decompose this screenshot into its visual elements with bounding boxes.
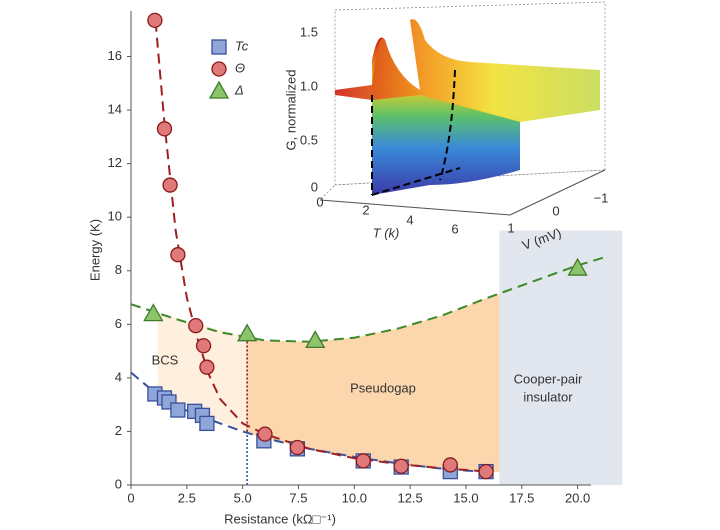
inset-surface-top — [335, 19, 600, 123]
inset-z-label: G, normalized — [283, 70, 298, 151]
inset-z-tick: 1.5 — [300, 24, 318, 39]
inset-t-tick: 2 — [362, 202, 369, 217]
y-tick-label: 8 — [115, 262, 122, 277]
plot: Pseudogap Cooper-pair insulator BCS 0 2.5 5.0 7… — [108, 11, 605, 505]
inset-v-axis — [509, 169, 606, 216]
triangle-marker — [143, 303, 164, 322]
x-tick-label: 12.5 — [397, 490, 422, 505]
y-tick-label: 2 — [115, 423, 122, 438]
region-label: Cooper-pair — [514, 371, 583, 386]
circle-marker — [195, 338, 212, 354]
circle-marker — [170, 247, 186, 263]
circle-marker — [442, 457, 458, 473]
inset-t-tick: 6 — [451, 221, 458, 236]
inset-v-tick: −1 — [594, 190, 609, 205]
fit-line — [130, 256, 605, 343]
circle-marker — [257, 426, 273, 442]
circle-marker — [199, 359, 215, 375]
y-axis-title: Energy (K) — [87, 219, 102, 281]
circle-marker — [478, 463, 494, 480]
x-tick-label: 0 — [127, 490, 134, 505]
y-tick-label: 6 — [115, 316, 122, 331]
inset-v-tick: 0 — [552, 203, 559, 218]
x-tick-label: 17.5 — [509, 490, 534, 505]
circle-marker — [393, 458, 409, 474]
x-tick-label: 5.0 — [234, 490, 252, 505]
y-tick-label: 10 — [108, 209, 122, 224]
inset-t-axis — [319, 199, 511, 216]
x-tick-label: 7.5 — [289, 490, 307, 505]
inset-z-tick: 0.5 — [300, 132, 318, 147]
circle-marker — [355, 453, 371, 469]
circle-marker — [211, 61, 227, 77]
x-tick-label: 15.0 — [453, 490, 478, 505]
triangle-marker — [237, 323, 258, 342]
region-label: Pseudogap — [350, 380, 416, 395]
y-tick-label: 12 — [108, 155, 122, 170]
circle-marker — [156, 121, 173, 137]
legend-label: Tc — [235, 38, 249, 53]
inset-surface-front — [372, 37, 520, 195]
fit-line — [154, 21, 489, 473]
insulator-region — [499, 230, 623, 485]
triangle-marker — [567, 257, 588, 276]
circle-marker — [162, 177, 178, 193]
circle-marker — [289, 439, 306, 456]
inset-t-tick: 0 — [316, 194, 323, 209]
square-marker — [199, 415, 215, 432]
x-axis-title: Resistance (kΩ□⁻¹) — [224, 511, 336, 526]
square-marker — [211, 39, 227, 55]
inset-dashed-cut — [371, 69, 461, 196]
y-tick-label: 4 — [115, 369, 122, 384]
region-label: insulator — [523, 389, 573, 404]
inset-t-tick: 4 — [406, 212, 413, 227]
regions — [157, 230, 623, 485]
inset-z-tick: 0 — [311, 179, 318, 194]
inset: G, normalized 1.5 1.0 0.5 0 0 2 4 6 T (k… — [283, 1, 609, 253]
legend-label: Θ — [235, 60, 245, 75]
circle-marker — [188, 318, 204, 334]
square-marker — [170, 402, 186, 418]
y-tick-label: 0 — [115, 476, 122, 491]
inset-t-label: T (k) — [373, 225, 400, 240]
y-tick-label: 14 — [108, 102, 122, 117]
x-tick-label: 10.0 — [342, 490, 367, 505]
region-label: BCS — [152, 352, 179, 367]
x-tick-label: 20.0 — [565, 490, 590, 505]
triangle-marker — [208, 80, 230, 99]
inset-v-tick: 1 — [507, 220, 514, 235]
pseudogap-region — [247, 293, 500, 473]
y-tick-label: 16 — [108, 48, 122, 63]
triangle-marker — [305, 330, 326, 349]
inset-z-tick: 1.0 — [300, 78, 318, 93]
circle-marker — [147, 12, 163, 29]
x-tick-label: 2.5 — [178, 490, 196, 505]
legend-label: Δ — [234, 82, 244, 97]
